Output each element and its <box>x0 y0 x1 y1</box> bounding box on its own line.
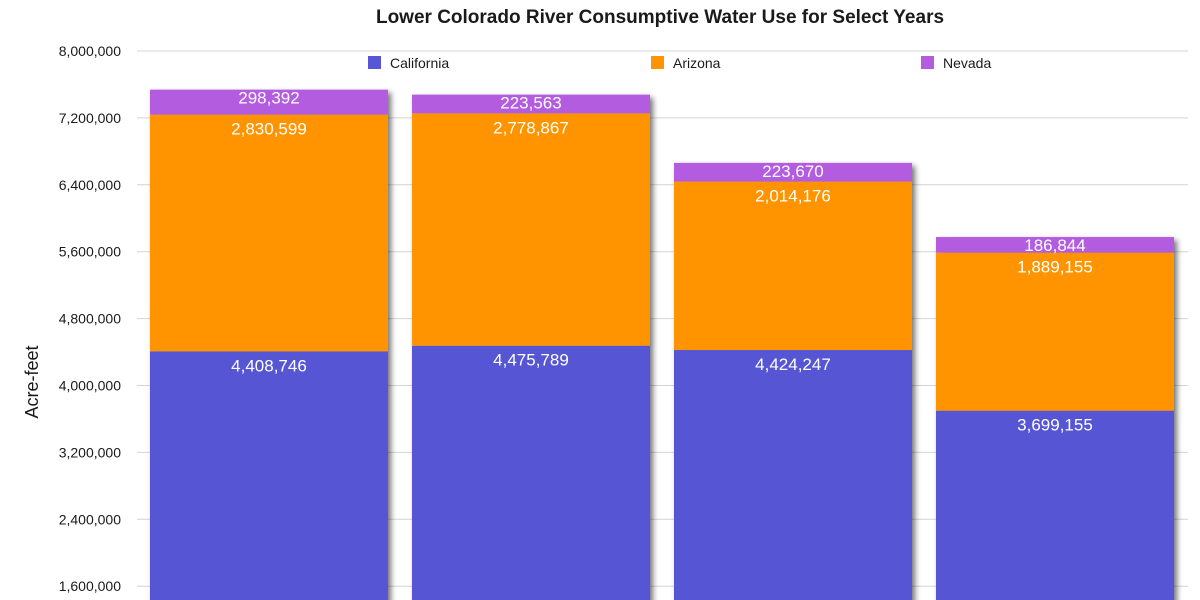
bar-stack <box>936 237 1174 600</box>
legend-label: Arizona <box>673 55 721 71</box>
bar-segment-arizona <box>150 114 388 352</box>
legend-label: Nevada <box>943 55 991 71</box>
legend-label: California <box>390 55 449 71</box>
bar-segment-nevada <box>150 89 388 115</box>
legend-swatch <box>921 56 934 69</box>
data-label-nevada: 223,563 <box>500 94 561 113</box>
bar-segment-arizona <box>412 113 650 346</box>
bar-segment-california <box>936 410 1174 600</box>
data-label-nevada: 298,392 <box>238 89 299 108</box>
data-labels: 4,408,746 2,830,599 298,392 4,475,789 2,778,… <box>231 89 1093 435</box>
y-tick-label: 8,000,000 <box>59 43 121 59</box>
bar-stack <box>674 162 912 600</box>
y-tick-label: 2,400,000 <box>59 511 121 527</box>
data-label-california: 4,424,247 <box>755 355 831 374</box>
data-label-california: 4,408,746 <box>231 356 307 375</box>
data-label-nevada: 223,670 <box>762 162 823 181</box>
bar-segment-arizona <box>936 252 1174 411</box>
legend-item-arizona: Arizona <box>651 55 721 71</box>
y-tick-label: 3,200,000 <box>59 444 121 460</box>
bar-stack <box>412 94 650 600</box>
bar-segment-arizona <box>674 181 912 351</box>
data-label-california: 3,699,155 <box>1017 416 1093 435</box>
y-axis-label: Acre-feet <box>22 345 42 418</box>
bar-segment-nevada <box>674 162 912 182</box>
y-tick-label: 4,800,000 <box>59 311 121 327</box>
y-tick-label: 1,600,000 <box>59 578 121 594</box>
data-label-arizona: 2,014,176 <box>755 187 831 206</box>
data-label-arizona: 2,778,867 <box>493 118 569 137</box>
y-tick-label: 7,200,000 <box>59 110 121 126</box>
bar-segment-california <box>412 345 650 600</box>
legend-swatch <box>368 56 381 69</box>
y-tick-label: 4,000,000 <box>59 378 121 394</box>
data-label-arizona: 2,830,599 <box>231 120 307 139</box>
legend-item-nevada: Nevada <box>921 55 991 71</box>
y-tick-label: 6,400,000 <box>59 177 121 193</box>
bar-stack <box>150 89 388 600</box>
bar-segment-california <box>674 350 912 600</box>
y-axis-ticks: 8,000,000 7,200,000 6,400,000 5,600,000 4,80… <box>59 43 121 594</box>
bar-segment-nevada <box>412 94 650 114</box>
data-label-arizona: 1,889,155 <box>1017 258 1093 277</box>
legend-swatch <box>651 56 664 69</box>
y-tick-label: 5,600,000 <box>59 244 121 260</box>
bar-segment-nevada <box>936 237 1174 253</box>
bars <box>150 89 1174 600</box>
data-label-nevada: 186,844 <box>1024 236 1085 255</box>
bar-segment-california <box>150 351 388 600</box>
chart-title: Lower Colorado River Consumptive Water U… <box>376 7 944 28</box>
legend: California Arizona Nevada <box>368 55 991 71</box>
data-label-california: 4,475,789 <box>493 351 569 370</box>
legend-item-california: California <box>368 55 449 71</box>
